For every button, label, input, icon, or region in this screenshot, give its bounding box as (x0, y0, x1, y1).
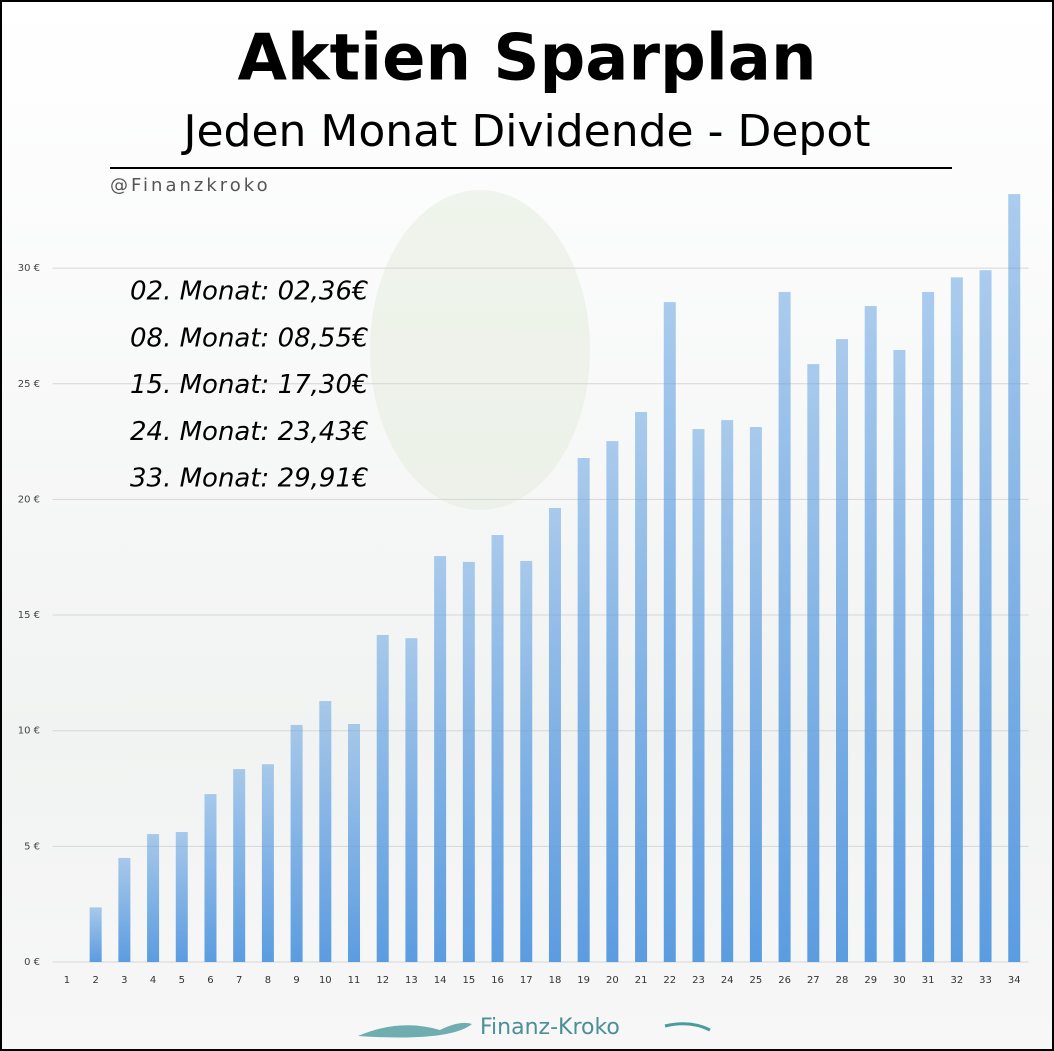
bar (261, 764, 274, 962)
x-tick-label: 33 (979, 975, 992, 986)
x-tick-label: 2 (92, 975, 98, 986)
x-tick-label: 5 (179, 975, 185, 986)
bar (721, 420, 734, 962)
bar (979, 270, 992, 962)
x-tick-label: 24 (721, 975, 734, 986)
chart-title: Aktien Sparplan (237, 22, 816, 96)
x-tick-label: 14 (434, 975, 447, 986)
annotation: 08. Monat: 08,55€ (130, 323, 369, 353)
bar (434, 556, 447, 962)
x-tick-label: 17 (520, 975, 533, 986)
x-tick-label: 20 (606, 975, 619, 986)
y-tick-label: 10 € (18, 726, 40, 737)
x-tick-label: 12 (376, 975, 389, 986)
x-tick-label: 22 (663, 975, 676, 986)
bar (778, 291, 791, 963)
bar (548, 507, 561, 962)
x-tick-label: 4 (150, 975, 156, 986)
x-tick-label: 3 (121, 975, 127, 986)
x-tick-label: 6 (207, 975, 213, 986)
bar (147, 834, 160, 962)
y-tick-label: 0 € (24, 957, 40, 968)
x-tick-label: 16 (491, 975, 504, 986)
bar (405, 638, 418, 962)
y-tick-label: 20 € (18, 494, 40, 505)
bar (319, 701, 332, 962)
bar (577, 458, 590, 962)
logo-text: Finanz-Kroko (480, 1015, 620, 1040)
x-tick-label: 1 (64, 975, 70, 986)
x-tick-label: 13 (405, 975, 418, 986)
bar (864, 306, 877, 962)
bar (922, 291, 935, 963)
x-tick-label: 11 (348, 975, 361, 986)
x-tick-label: 8 (265, 975, 271, 986)
bar (749, 427, 762, 962)
bar (175, 832, 188, 962)
x-tick-label: 7 (236, 975, 242, 986)
x-tick-label: 32 (950, 975, 963, 986)
annotation: 24. Monat: 23,43€ (130, 417, 369, 447)
x-tick-label: 15 (462, 975, 475, 986)
bar (606, 441, 619, 963)
bar (836, 339, 849, 962)
logo-icon (358, 1022, 472, 1038)
plot: 0 € 5 € 10 € 15 € 20 € 25 € 30 € 02. Monat: 02,… (18, 194, 1029, 986)
y-tick-label: 30 € (18, 263, 40, 274)
bar (807, 364, 820, 962)
y-tick-label: 25 € (18, 379, 40, 390)
x-tick-label: 25 (750, 975, 763, 986)
bar (348, 723, 361, 962)
logo-wave (664, 1022, 711, 1032)
annotation: 33. Monat: 29,91€ (130, 464, 369, 494)
bar (1008, 194, 1021, 963)
logo: Finanz-Kroko (358, 1015, 711, 1040)
plant-decoration (370, 190, 590, 510)
x-tick-label: 31 (922, 975, 935, 986)
bar (204, 794, 217, 962)
bar (520, 560, 533, 962)
x-tick-label: 27 (807, 975, 820, 986)
annotation: 15. Monat: 17,30€ (130, 370, 369, 400)
bar (893, 349, 906, 963)
x-tick-label: 34 (1008, 975, 1021, 986)
bar (89, 907, 102, 962)
bar (290, 724, 303, 962)
bar (462, 561, 475, 962)
bar (692, 429, 705, 962)
x-tick-label: 23 (692, 975, 705, 986)
bar (118, 857, 131, 962)
bar (635, 411, 648, 963)
chart-subtitle: Jeden Monat Dividende - Depot (180, 106, 870, 157)
x-tick-label: 9 (293, 975, 299, 986)
x-tick-label: 21 (635, 975, 648, 986)
watermark: @Finanzkroko (110, 175, 271, 196)
x-tick-label: 30 (893, 975, 906, 986)
x-tick-label: 29 (864, 975, 877, 986)
bar (663, 302, 676, 962)
bar (233, 769, 246, 962)
x-tick-label: 10 (319, 975, 332, 986)
y-tick-label: 5 € (24, 841, 40, 852)
x-tick-label: 19 (577, 975, 590, 986)
bar (491, 535, 504, 962)
y-tick-label: 15 € (18, 610, 40, 621)
x-tick-label: 28 (836, 975, 849, 986)
annotation: 02. Monat: 02,36€ (130, 277, 369, 307)
bar (950, 277, 963, 963)
bar (376, 634, 389, 962)
x-tick-label: 26 (778, 975, 791, 986)
x-tick-label: 18 (549, 975, 562, 986)
